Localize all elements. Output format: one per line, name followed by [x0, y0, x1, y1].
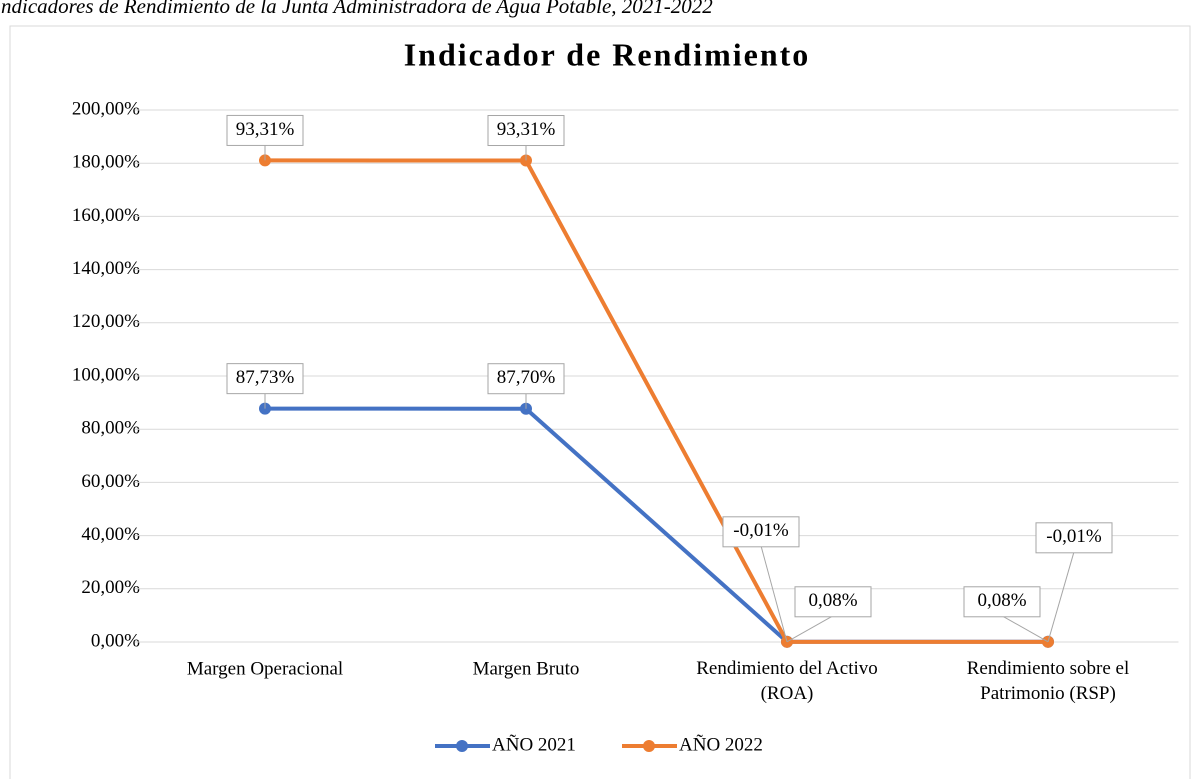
data-label: 0,08% — [977, 590, 1026, 611]
y-tick-label: 80,00% — [81, 418, 140, 439]
legend-label: AÑO 2022 — [679, 733, 763, 755]
label-leader — [1001, 615, 1049, 643]
label-leader — [786, 615, 834, 643]
y-tick-label: 60,00% — [81, 471, 140, 492]
data-label: 0,08% — [808, 590, 857, 611]
x-tick-label: Margen Operacional — [187, 658, 343, 679]
legend-marker — [456, 740, 468, 752]
legend-marker — [643, 740, 655, 752]
legend-label: AÑO 2021 — [492, 733, 576, 755]
data-label: -0,01% — [1046, 526, 1102, 547]
y-tick-label: 20,00% — [81, 577, 140, 598]
label-box — [1035, 522, 1113, 554]
x-tick-label: Margen Bruto — [473, 658, 580, 679]
y-tick-label: 160,00% — [72, 205, 140, 226]
series-line — [264, 158, 1048, 644]
label-leader — [760, 545, 788, 642]
y-tick-label: 200,00% — [72, 98, 140, 119]
data-label: -0,01% — [733, 520, 789, 541]
y-tick-label: 120,00% — [72, 311, 140, 332]
data-label: 87,70% — [497, 367, 556, 388]
label-box — [226, 114, 304, 146]
y-tick-label: 0,00% — [91, 630, 140, 651]
x-tick-label: Rendimiento del Activo (ROA) — [696, 658, 878, 704]
label-box — [226, 363, 304, 395]
label-box — [963, 586, 1041, 618]
chart-title: Indicador de Rendimiento — [404, 36, 811, 72]
label-leader — [1047, 551, 1075, 642]
data-label: 87,73% — [236, 367, 295, 388]
label-box — [722, 516, 800, 548]
y-tick-label: 180,00% — [72, 152, 140, 173]
label-box — [487, 115, 565, 147]
x-tick-label: Rendimiento sobre el Patrimonio (RSP) — [967, 658, 1130, 704]
y-tick-label: 40,00% — [81, 524, 140, 545]
chart-frame — [9, 25, 1191, 779]
data-label: 93,31% — [236, 119, 295, 140]
caption: Indicadores de Rendimiento de la Junta A… — [0, 0, 713, 18]
label-box — [794, 586, 872, 618]
label-box — [487, 363, 565, 395]
data-label: 93,31% — [497, 119, 556, 140]
y-tick-label: 140,00% — [72, 258, 140, 279]
y-tick-label: 100,00% — [72, 364, 140, 385]
